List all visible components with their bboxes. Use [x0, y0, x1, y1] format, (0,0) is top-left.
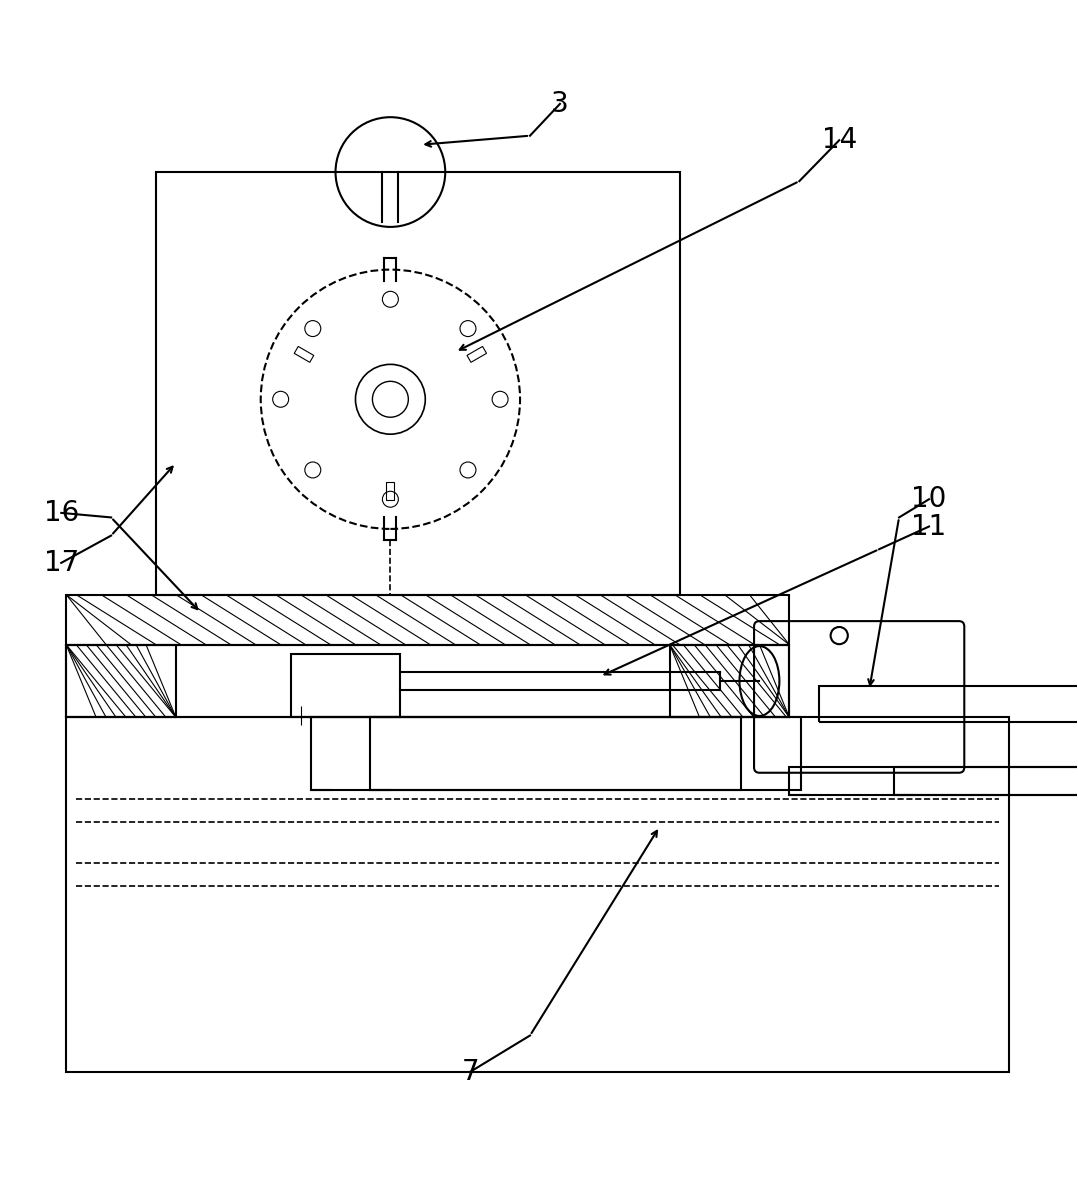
- Text: 3: 3: [551, 90, 569, 118]
- Bar: [294, 347, 314, 362]
- Bar: [386, 481, 395, 499]
- Text: 16: 16: [43, 499, 79, 526]
- Bar: [156, 172, 679, 595]
- Bar: [819, 686, 1078, 722]
- Bar: [669, 645, 789, 717]
- Text: 14: 14: [821, 127, 857, 154]
- Text: 11: 11: [911, 512, 946, 541]
- Bar: [310, 717, 741, 790]
- Bar: [467, 347, 486, 362]
- Bar: [371, 717, 801, 790]
- Text: 7: 7: [461, 1058, 479, 1086]
- Bar: [789, 768, 1078, 795]
- Bar: [894, 768, 1078, 795]
- Bar: [66, 717, 1009, 1072]
- Bar: [66, 595, 789, 645]
- Bar: [66, 645, 789, 717]
- Bar: [66, 645, 176, 717]
- Text: 10: 10: [911, 485, 946, 513]
- Bar: [291, 654, 400, 717]
- Text: 17: 17: [43, 549, 79, 577]
